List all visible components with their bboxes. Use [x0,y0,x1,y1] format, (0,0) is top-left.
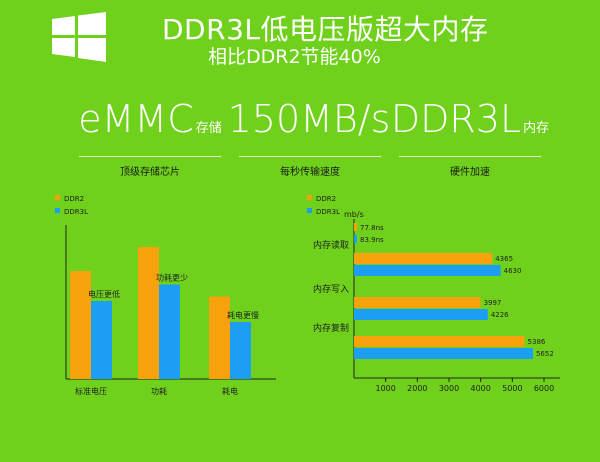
legend-swatch-ddr2 [55,195,60,200]
page-subtitle: 相比DDR2节能40% [208,46,381,68]
bar-ddr3l [91,301,112,379]
feature-emmc-value: eMMC [78,97,194,141]
speed-comparison-chart: DDR2 DDR3L mb/s 77.8ns 83.9ns 1000 2000 3000 400… [307,195,560,393]
divider [399,156,541,157]
bar-value-label: 4630 [504,267,522,275]
bar-value-label: 4226 [491,311,509,319]
legend-swatch-ddr3l [55,208,60,213]
bar-ddr3l [230,322,251,379]
legend-value-label: 77.8ns [360,224,384,232]
bar-ddr2 [70,271,91,379]
legend-value-label: 83.9ns [360,236,384,244]
x-tick-label: 标准电压 [75,386,107,396]
feature-ddr3l: DDR3L 内存 硬件加速 [385,98,555,178]
feature-emmc-caption: 顶级存储芯片 [120,167,180,178]
legend-value-bar [354,235,357,243]
bar-ddr2 [138,247,159,379]
bar-annotation: 功耗更少 [156,273,188,283]
legend-value-bar [354,223,357,231]
x-tick-label: 1000 [375,384,395,393]
legend-swatch-ddr2 [307,195,312,200]
feature-emmc-unit: 存储 [195,121,222,136]
bar-annotation: 耗电更慢 [227,310,259,320]
feature-ddr3l-unit: 内存 [523,121,550,136]
bar-ddr3l [354,348,533,359]
bar-ddr2 [354,253,493,264]
legend-swatch-ddr3l [307,208,312,213]
y-category-label: 内存读取 [313,239,349,251]
feature-ddr3l-caption: 硬件加速 [450,167,490,178]
bar-value-label: 4365 [495,255,513,263]
bar-value-label: 5652 [536,350,554,358]
y-category-label: 内存写入 [313,283,349,295]
feature-emmc: eMMC 存储 顶级存储芯片 [65,98,235,178]
x-tick-label: 6000 [534,384,554,393]
bar-ddr3l [354,309,488,320]
feature-speed-value: 150MB/s [227,97,391,141]
bar-annotation: 电压更低 [88,289,120,299]
bar-ddr2 [354,336,525,347]
x-tick-label: 4000 [470,384,490,393]
bar-ddr3l [354,265,501,276]
x-tick-label: 耗电 [222,386,238,396]
bar-value-label: 3997 [484,299,502,307]
page-title: DDR3L低电压版超大内存 [162,13,489,46]
legend-label-ddr3l: DDR3L [316,208,340,216]
x-tick-label: 5000 [502,384,522,393]
bar-ddr3l [159,284,180,379]
legend-label-ddr2: DDR2 [64,195,84,203]
x-tick-label: 3000 [439,384,459,393]
x-tick-label: 2000 [407,384,427,393]
divider [79,156,221,157]
x-tick-label: 功耗 [151,386,167,396]
unit-label: mb/s [344,210,364,219]
feature-ddr3l-value: DDR3L [390,97,522,141]
bar-ddr2 [354,297,481,308]
bar-value-label: 5386 [528,338,546,346]
y-category-label: 内存复制 [313,322,349,334]
windows-logo-icon [52,12,106,62]
bar-ddr2 [209,296,230,379]
feature-speed-caption: 每秒传输速度 [280,167,340,178]
legend-label-ddr3l: DDR3L [64,208,88,216]
feature-speed: 150MB/s 每秒传输速度 [225,98,395,178]
legend-label-ddr2: DDR2 [316,195,336,203]
divider [239,156,381,157]
